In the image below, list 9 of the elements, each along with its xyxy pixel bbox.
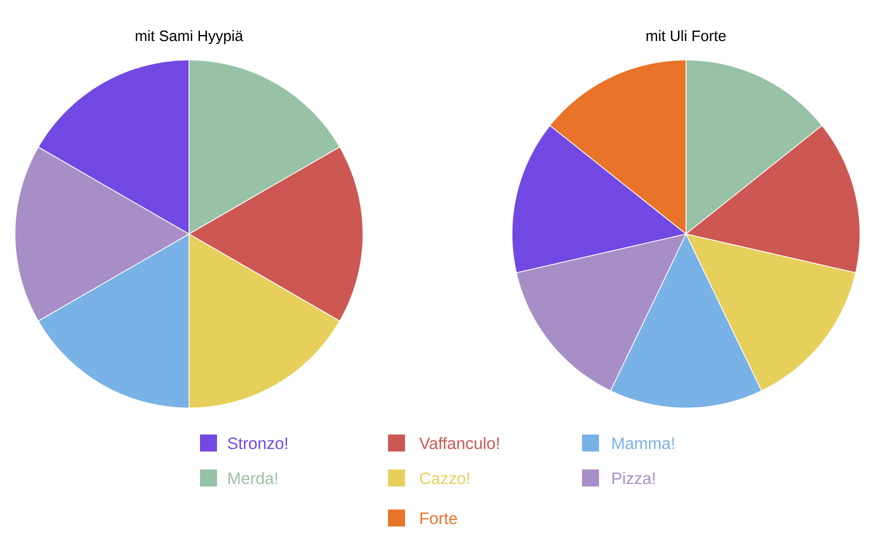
legend-label: Cazzo! (420, 472, 470, 484)
legend-label: Merda! (228, 472, 278, 484)
legend-label: Forte (420, 512, 457, 524)
legend-label: Vaffanculo! (419, 437, 499, 450)
slice-label: mit Uli Forte (646, 30, 726, 42)
legend-label: Mamma! (612, 438, 674, 450)
legend-label: Pizza! (612, 472, 655, 484)
legend-label: Stronzo! (228, 437, 288, 450)
slice-label: mit Sami Hyypiä (136, 30, 244, 44)
